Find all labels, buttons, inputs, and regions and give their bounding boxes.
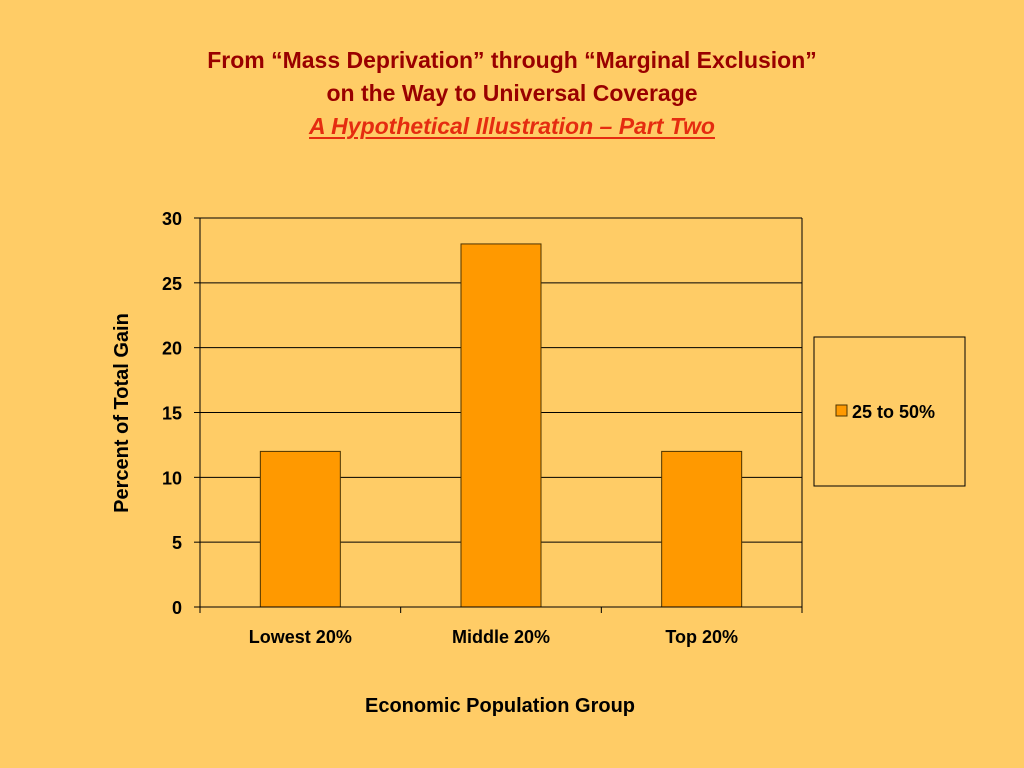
x-tick-label: Middle 20% (452, 627, 550, 647)
y-tick-label: 5 (172, 533, 182, 553)
legend-label: 25 to 50% (852, 402, 935, 422)
axes (194, 217, 803, 613)
bars (259, 243, 743, 608)
legend: 25 to 50% (813, 336, 966, 487)
legend-swatch (835, 404, 848, 417)
y-tick-label: 20 (162, 339, 182, 359)
legend-box (813, 336, 966, 487)
bar (259, 450, 341, 608)
slide-title: From “Mass Deprivation” through “Margina… (0, 44, 1024, 143)
y-tick-label: 15 (162, 404, 182, 424)
x-tick-label: Top 20% (665, 627, 738, 647)
x-tick-label: Lowest 20% (249, 627, 352, 647)
title-subtitle: A Hypothetical Illustration – Part Two (309, 113, 715, 139)
bar (661, 450, 743, 608)
tick-labels: 0 5 10 15 20 25 30 Lowest 20% Middle 20% Top 20% (162, 209, 738, 647)
y-tick-label: 25 (162, 274, 182, 294)
title-line-2: on the Way to Universal Coverage (326, 80, 698, 106)
bar (460, 243, 542, 608)
y-axis-title: Percent of Total Gain (111, 313, 133, 513)
x-axis-title: Economic Population Group (365, 695, 635, 717)
y-tick-label: 10 (162, 468, 182, 488)
y-tick-label: 30 (162, 209, 182, 229)
y-tick-label: 0 (172, 598, 182, 618)
title-line-1: From “Mass Deprivation” through “Margina… (207, 47, 817, 73)
